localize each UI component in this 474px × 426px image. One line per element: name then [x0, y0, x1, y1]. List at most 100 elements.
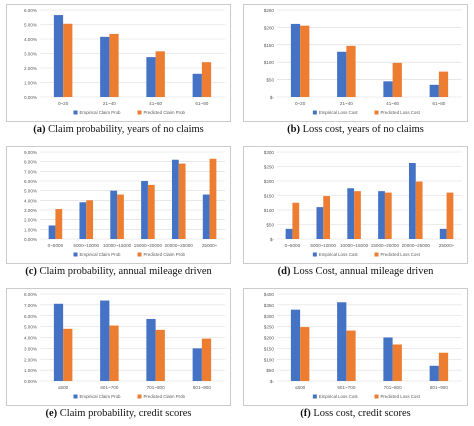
- y-tick-label: $100: [264, 208, 275, 213]
- bar-predicted: [147, 184, 155, 239]
- y-tick-label: $50: [266, 368, 274, 373]
- chart-panel-b: $- $50 $100 $150 $200 $250 0~20 21~40 41~60 61~80…: [237, 0, 474, 142]
- legend-swatch: [312, 394, 317, 399]
- bar-empirical: [48, 225, 56, 239]
- y-tick-label: $250: [264, 165, 275, 170]
- legend-swatch: [137, 110, 142, 115]
- caption-b: (b) Loss cost, years of no claims: [237, 124, 474, 135]
- y-tick-label: 2.00%: [24, 357, 37, 362]
- x-tick-label: 5000~10000: [310, 243, 336, 248]
- x-tick-label: 0~20: [295, 101, 306, 106]
- bar-empirical: [290, 309, 301, 381]
- x-tick-label: 21~40: [340, 101, 353, 106]
- y-tick-label: 7.00%: [24, 303, 37, 308]
- bar-predicted: [109, 33, 119, 97]
- bar-empirical: [171, 159, 179, 239]
- bar-empirical: [79, 202, 87, 239]
- bar-predicted: [346, 330, 356, 381]
- chart-panel-a: 0.00% 1.00% 2.00% 3.00% 4.00% 5.00% 6.00% 0~20 2…: [0, 0, 237, 142]
- x-tick-label: 0~5000: [285, 243, 301, 248]
- bar-empirical: [110, 190, 118, 239]
- x-tick-label: 21~40: [103, 101, 116, 106]
- bar-empirical: [202, 194, 210, 239]
- legend-label: Predicted Loss Cost: [381, 252, 421, 257]
- caption-a: (a) Claim probability, years of no claim…: [0, 124, 237, 135]
- bar-predicted: [392, 62, 402, 97]
- bar-empirical: [347, 188, 355, 239]
- chart-panel-c: 0.00% 1.00% 2.00% 3.00% 4.00% 5.00% 6.00% 7.00%…: [0, 142, 237, 284]
- legend-swatch: [137, 394, 142, 399]
- legend-label: Predicted Loss Cost: [381, 110, 421, 115]
- bar-empirical: [100, 300, 110, 381]
- bar-predicted: [109, 325, 119, 381]
- legend-swatch: [137, 252, 142, 257]
- x-tick-label: 25000+: [202, 243, 218, 248]
- x-tick-label: ≤600: [58, 385, 69, 390]
- bar-empirical: [192, 73, 202, 97]
- bar-empirical: [337, 302, 347, 381]
- bar-predicted: [86, 200, 94, 239]
- y-tick-label: $100: [264, 357, 275, 362]
- y-tick-label: $100: [264, 60, 275, 65]
- legend-swatch: [73, 394, 78, 399]
- bar-predicted: [117, 194, 124, 239]
- y-tick-label: 5.00%: [24, 189, 37, 194]
- caption-text-c: Claim probability, annual mileage driven: [39, 266, 212, 277]
- legend-label: Empirical Claim Prob: [80, 110, 122, 115]
- x-tick-label: 15000~20000: [134, 243, 163, 248]
- bar-predicted: [155, 329, 165, 381]
- y-tick-label: 7.00%: [24, 169, 37, 174]
- caption-letter-a: (a): [33, 124, 46, 135]
- bar-predicted: [438, 352, 449, 381]
- y-tick-label: $150: [264, 194, 275, 199]
- bar-empirical: [141, 181, 148, 239]
- bar-predicted: [55, 209, 63, 239]
- y-tick-label: $300: [264, 314, 275, 319]
- x-tick-label: 801~900: [193, 385, 211, 390]
- caption-c: (c) Claim probability, annual mileage dr…: [0, 266, 237, 277]
- bar-empirical: [53, 15, 64, 98]
- chart-panel-d: $- $50 $100 $150 $200 $250 $300 0~5000 5000~1000…: [237, 142, 474, 284]
- x-tick-label: 25000+: [439, 243, 455, 248]
- y-tick-label: $-: [270, 379, 275, 384]
- caption-text-d: Loss Cost, annual mileage driven: [293, 266, 434, 277]
- y-tick-label: $200: [264, 336, 275, 341]
- y-tick-label: $50: [266, 78, 274, 83]
- legend-swatch: [312, 252, 317, 257]
- y-tick-label: 4.00%: [24, 37, 37, 42]
- y-tick-label: 9.00%: [24, 150, 37, 155]
- y-tick-label: $400: [264, 292, 275, 297]
- x-tick-label: ≤600: [295, 385, 306, 390]
- legend-label: Empirical Claim Prob: [80, 394, 122, 399]
- legend-swatch: [374, 252, 379, 257]
- y-tick-label: $250: [264, 325, 275, 330]
- y-tick-label: 0.00%: [24, 379, 37, 384]
- x-tick-label: 0~20: [58, 101, 69, 106]
- x-tick-label: 15000~20000: [371, 243, 400, 248]
- bar-predicted: [209, 158, 217, 239]
- y-tick-label: $-: [270, 237, 275, 242]
- x-tick-label: 701~800: [147, 385, 165, 390]
- y-tick-label: 6.00%: [24, 314, 37, 319]
- bar-predicted: [300, 327, 310, 381]
- legend-label: Empirical Claim Prob: [80, 252, 122, 257]
- legend-swatch: [73, 110, 78, 115]
- bar-predicted: [63, 23, 73, 97]
- y-tick-label: 2.00%: [24, 218, 37, 223]
- caption-letter-e: (e): [45, 408, 58, 419]
- y-tick-label: 3.00%: [24, 346, 37, 351]
- bar-empirical: [285, 228, 293, 239]
- chart-c: 0.00% 1.00% 2.00% 3.00% 4.00% 5.00% 6.00% 7.00%…: [6, 146, 231, 264]
- caption-text-e: Claim probability, credit scores: [59, 408, 192, 419]
- bar-empirical: [146, 319, 156, 381]
- y-tick-label: $250: [264, 8, 275, 13]
- caption-e: (e) Claim probability, credit scores: [0, 408, 237, 419]
- bar-empirical: [337, 51, 347, 97]
- chart-d: $- $50 $100 $150 $200 $250 $300 0~5000 5000~1000…: [243, 146, 468, 264]
- y-tick-label: $350: [264, 303, 275, 308]
- bar-predicted: [300, 25, 310, 97]
- y-tick-label: 3.00%: [24, 208, 37, 213]
- x-tick-label: 5000~10000: [73, 243, 99, 248]
- y-tick-label: 2.00%: [24, 66, 37, 71]
- caption-letter-c: (c): [25, 266, 37, 277]
